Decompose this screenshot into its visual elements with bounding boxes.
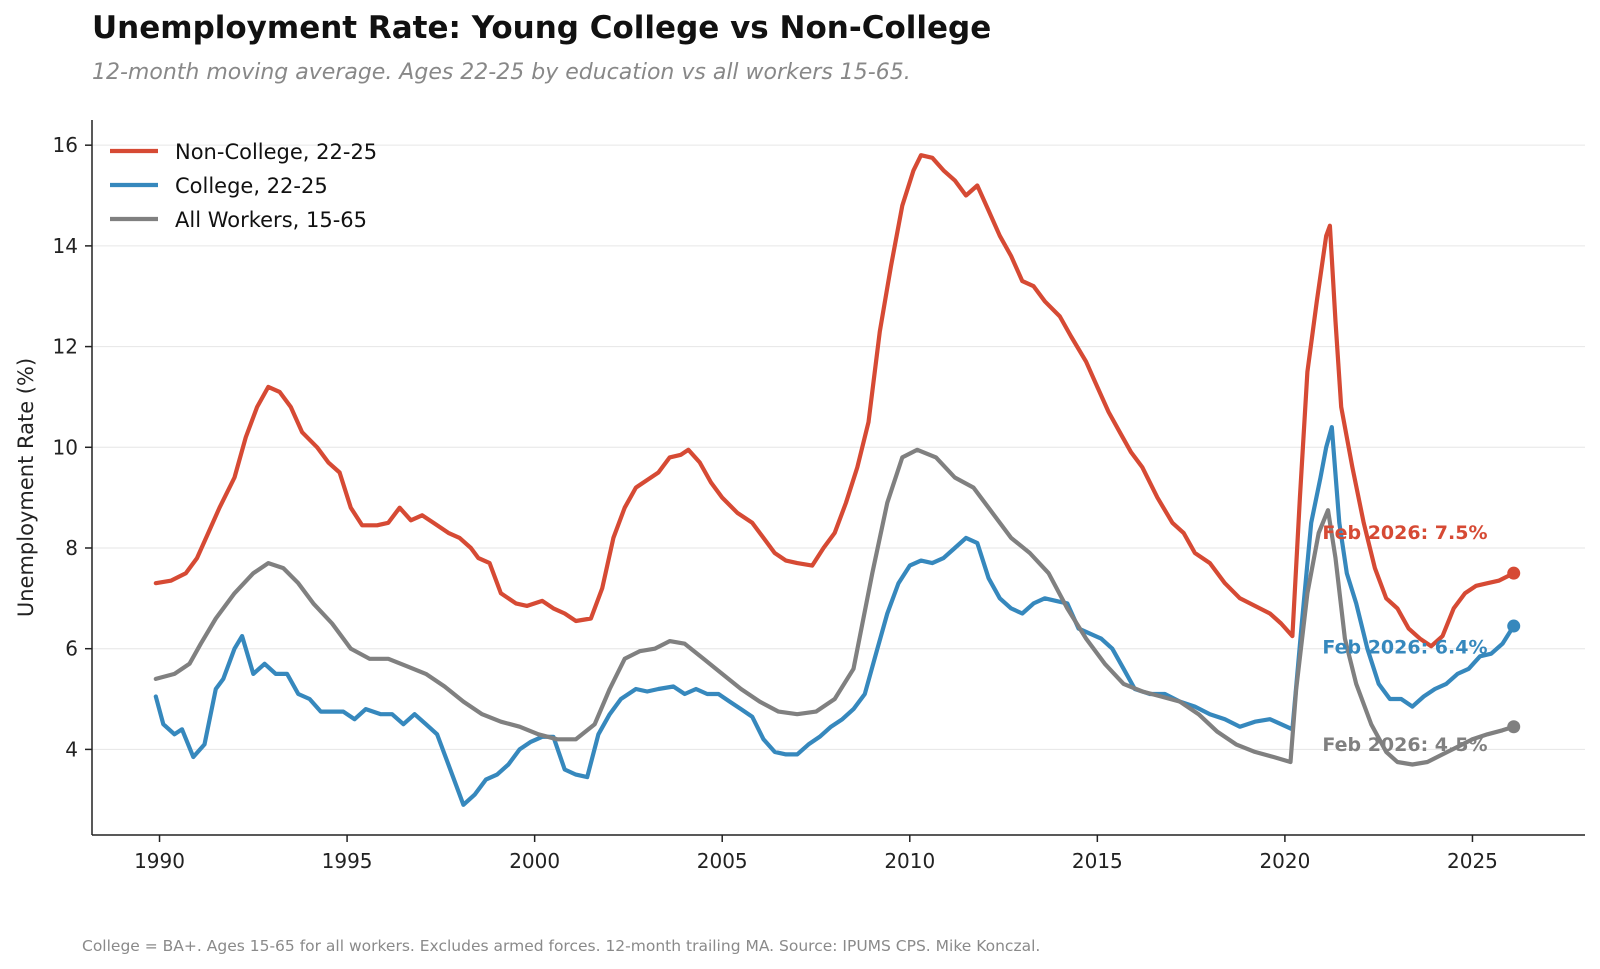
series-line-0 bbox=[153, 153, 1516, 649]
end-value-annotation: Feb 2026: 4.5% bbox=[1322, 734, 1487, 756]
axes bbox=[91, 120, 1585, 836]
y-tick-label: 16 bbox=[53, 133, 78, 157]
chart-title: Unemployment Rate: Young College vs Non-… bbox=[92, 10, 992, 46]
y-tick-label: 4 bbox=[65, 737, 78, 761]
legend-label: Non-College, 22-25 bbox=[175, 140, 377, 164]
x-tick-label: 2005 bbox=[697, 849, 748, 873]
x-tick-label: 2025 bbox=[1447, 849, 1498, 873]
legend: Non-College, 22-25 College, 22-25 All Work… bbox=[110, 140, 377, 232]
chart-subtitle: 12-month moving average. Ages 22-25 by e… bbox=[92, 60, 911, 85]
series-endpoint-1 bbox=[1507, 619, 1521, 633]
x-tick-label: 2010 bbox=[884, 849, 935, 873]
ticks: 4 6 8 10 12 14 16 1990 1995 2000 2005 2010 2015 2020 2… bbox=[53, 133, 1498, 873]
legend-label: All Workers, 15-65 bbox=[175, 208, 367, 232]
chart-footer-note: College = BA+. Ages 15-65 for all worker… bbox=[82, 937, 1041, 955]
y-tick-label: 14 bbox=[53, 234, 78, 258]
end-value-annotation: Feb 2026: 7.5% bbox=[1322, 522, 1487, 544]
y-tick-label: 12 bbox=[53, 335, 78, 359]
x-tick-label: 1990 bbox=[134, 849, 185, 873]
end-value-annotation: Feb 2026: 6.4% bbox=[1322, 637, 1487, 659]
y-axis-label: Unemployment Rate (%) bbox=[14, 358, 38, 617]
series-line-2 bbox=[153, 447, 1516, 767]
series bbox=[153, 153, 1521, 807]
y-tick-label: 8 bbox=[65, 536, 78, 560]
annotations: Feb 2026: 7.5% Feb 2026: 6.4% Feb 2026: 4.… bbox=[1322, 522, 1487, 756]
series-endpoint-0 bbox=[1507, 566, 1521, 580]
y-tick-label: 6 bbox=[65, 637, 78, 661]
grid-lines bbox=[92, 144, 1585, 750]
x-tick-label: 2015 bbox=[1072, 849, 1123, 873]
legend-label: College, 22-25 bbox=[175, 174, 328, 198]
x-tick-label: 2020 bbox=[1259, 849, 1310, 873]
series-endpoint-2 bbox=[1507, 720, 1521, 734]
y-tick-label: 10 bbox=[53, 435, 78, 459]
series-line-1 bbox=[153, 425, 1516, 807]
x-tick-label: 2000 bbox=[509, 849, 560, 873]
x-tick-label: 1995 bbox=[322, 849, 373, 873]
